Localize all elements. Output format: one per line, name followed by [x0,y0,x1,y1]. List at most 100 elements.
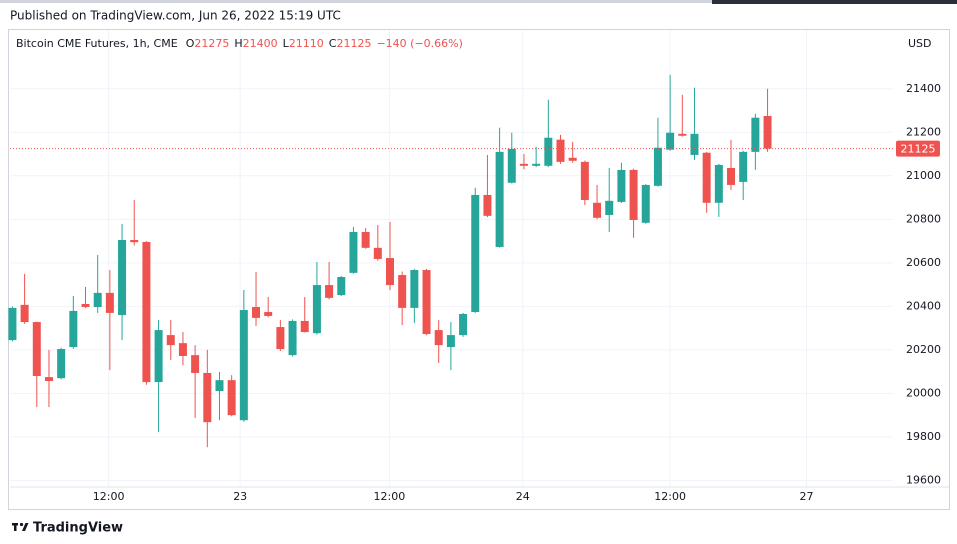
published-note: Published on TradingView.com, Jun 26, 20… [10,9,341,23]
legend-text: −140 (−0.66%) [376,37,462,50]
y-tick-label: 20800 [906,212,941,225]
x-tick-label: 12:00 [93,490,125,503]
legend-text: Bitcoin CME Futures, 1h, CME [16,37,178,50]
candle-body [580,161,589,200]
candle-body [166,335,175,346]
legend-header: Bitcoin CME Futures, 1h, CME O21275 H21400… [16,37,463,50]
candle-body [81,303,90,308]
candle-body [276,327,285,350]
candle-body [593,202,602,218]
y-tick-label: 19800 [906,430,941,443]
y-tick-label: 21200 [906,125,941,138]
candle-body [178,343,187,356]
candle-body [605,200,614,215]
candle-body [300,320,309,333]
y-tick-label: 20600 [906,256,941,269]
y-tick-label: 21400 [906,82,941,95]
candle-body [8,307,17,341]
candle-body [727,167,736,185]
candle-body [69,310,78,348]
y-tick-label: 19600 [906,473,941,486]
candle-body [337,276,346,296]
x-tick-label: 24 [516,490,530,503]
candle-body [434,330,443,346]
legend-text: 21125 [336,37,371,50]
candle-body [739,151,748,182]
candle-body [57,349,66,379]
candle-body [617,169,626,202]
legend-text: 21110 [289,37,324,50]
candle-body [288,320,297,356]
x-tick-label: 12:00 [374,490,406,503]
candle-body [154,330,163,383]
plot: 19600 19800 20000 20200 20400 20600 20800 21000… [8,30,949,503]
candle-body [142,241,151,383]
chart-frame [8,29,950,510]
candle-body [130,240,139,243]
legend-text: H [234,37,242,50]
candle-body [264,312,273,316]
candle-body [373,247,382,259]
candle-body [227,380,236,416]
candle-body [446,335,455,348]
y-tick-label: 21000 [906,169,941,182]
candle-body [751,117,760,152]
legend-text: 21400 [243,37,278,50]
candle-body [629,169,638,220]
candle-body [215,380,224,392]
candle-body [666,132,675,150]
candle-body [118,240,127,316]
candle-body [678,133,687,136]
candle-body [312,285,321,334]
candle-body [385,258,394,286]
candle-body [714,164,723,203]
logo-part [14,523,17,531]
candle-body [763,115,772,149]
candle-body [544,137,553,166]
x-tick-label: 12:00 [654,490,686,503]
candle-body [239,310,248,421]
top-strip [0,0,957,3]
brand-logo [12,522,29,531]
candle-body [252,307,261,318]
legend-text: C [329,37,337,50]
candle-body [641,184,650,223]
candle-body [690,133,699,155]
y-tick-label: 20400 [906,299,941,312]
candle-body [702,152,711,203]
candle-body [191,355,200,373]
last-price-label: 21125 [901,143,936,156]
candle-body [361,231,370,248]
candle-body [532,163,541,166]
candle-body [568,157,577,161]
candle-body [44,377,53,382]
candle-body [93,292,102,308]
legend-text: L [283,37,290,50]
candle-body [105,292,114,313]
x-tick-label: 27 [800,490,814,503]
logo-part [19,522,24,527]
candle-body [483,194,492,216]
candle-body [325,285,334,298]
candle-body [519,163,528,166]
brand-name: TradingView [33,521,123,536]
logo-part [22,523,29,531]
y-axis-label: USD [908,37,932,50]
candle-body [410,270,419,308]
candle-body [203,372,212,423]
candle-body [398,275,407,308]
legend-text: O [186,37,195,50]
y-tick-label: 20000 [906,386,941,399]
candle-body [653,147,662,186]
last-price-box [896,140,940,157]
legend-text: 21275 [194,37,229,50]
candle-body [32,322,41,377]
candle-body [349,231,358,273]
candle-body [556,139,565,162]
candle-body [459,313,468,336]
candle-body [507,148,516,183]
y-tick-label: 20200 [906,343,941,356]
candle-body [471,194,480,313]
candle-body [422,270,431,335]
